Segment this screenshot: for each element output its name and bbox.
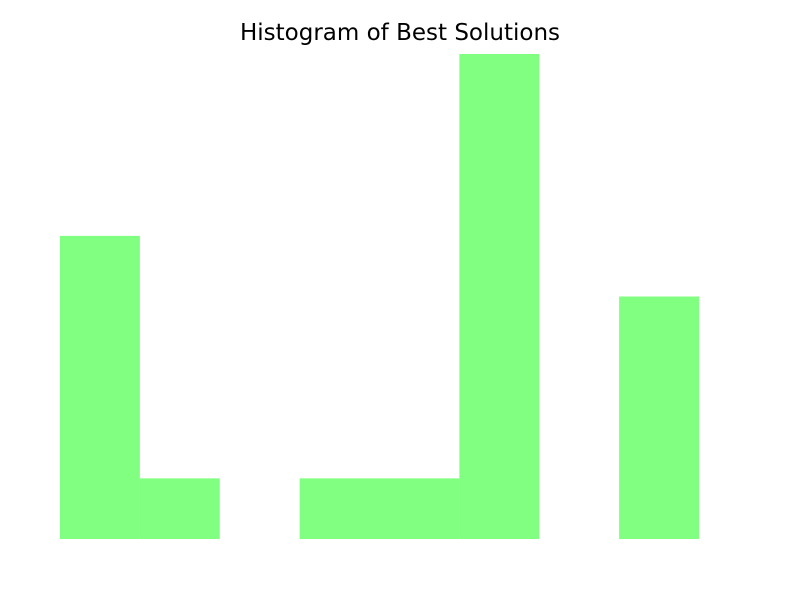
histogram-bars xyxy=(60,54,700,540)
chart-title: Histogram of Best Solutions xyxy=(239,20,561,46)
histogram-bar-2 xyxy=(139,478,220,540)
histogram-bar-5 xyxy=(379,478,460,540)
histogram-bar-6 xyxy=(459,54,540,539)
histogram-bar-1 xyxy=(60,235,140,540)
histogram-bar-8 xyxy=(619,296,700,539)
histogram-bar-4 xyxy=(299,478,380,540)
